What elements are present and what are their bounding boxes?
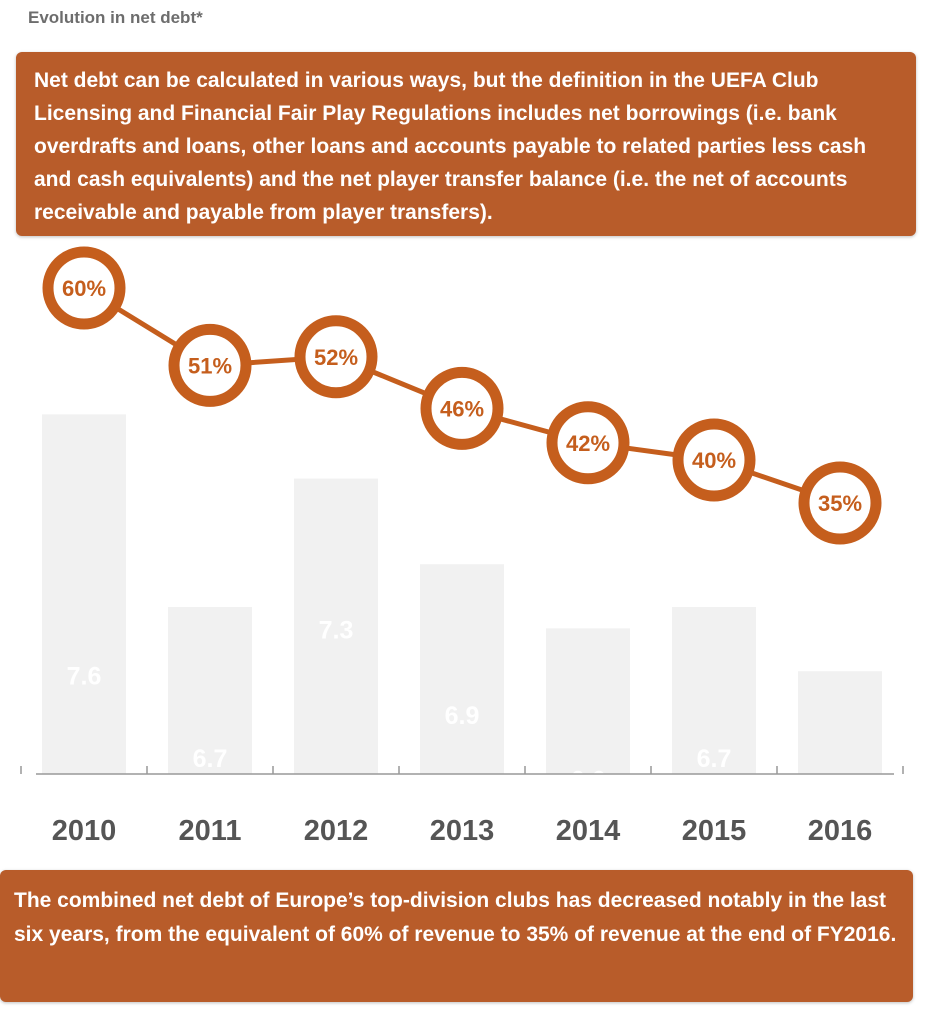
bar-value-label-2010: 7.6 bbox=[67, 662, 102, 690]
bar-value-label-2011: 6.7 bbox=[193, 745, 228, 773]
bar-2015 bbox=[672, 607, 756, 774]
bar-2016 bbox=[798, 671, 882, 774]
percentage-label-2016: 35% bbox=[818, 491, 862, 516]
bar-value-label-2014: 6.6 bbox=[571, 766, 606, 794]
percentage-label-2011: 51% bbox=[188, 353, 232, 378]
bar-value-label-2013: 6.9 bbox=[445, 702, 480, 730]
percentage-label-2010: 60% bbox=[62, 276, 106, 301]
bar-2010 bbox=[42, 414, 126, 774]
percentage-marker-2015 bbox=[672, 418, 756, 502]
bar-value-label-2015: 6.7 bbox=[697, 745, 732, 773]
year-label-2010: 2010 bbox=[52, 815, 117, 847]
year-label-2014: 2014 bbox=[556, 815, 621, 847]
percentage-label-2012: 52% bbox=[314, 345, 358, 370]
bar-2014 bbox=[546, 628, 630, 774]
net-debt-chart: 7.66.77.36.96.66.76.4 2010 2011 2012 2013 20… bbox=[20, 246, 904, 847]
percentage-label-2015: 40% bbox=[692, 448, 736, 473]
percentage-marker-2011 bbox=[168, 323, 252, 407]
bar-2012 bbox=[294, 478, 378, 774]
percentage-rings-layer: 60% 51% 52% 46% 42% 40% 35% bbox=[42, 246, 882, 545]
definition-callout: Net debt can be calculated in various wa… bbox=[16, 52, 916, 236]
percentage-marker-2013 bbox=[420, 366, 504, 450]
percentage-label-2014: 42% bbox=[566, 431, 610, 456]
bar-2013 bbox=[420, 564, 504, 774]
bar-2011 bbox=[168, 607, 252, 774]
percentage-marker-2010 bbox=[42, 246, 126, 330]
percentage-marker-2014 bbox=[546, 401, 630, 485]
chart-title: Evolution in net debt* bbox=[28, 8, 203, 27]
year-label-2016: 2016 bbox=[808, 815, 873, 847]
bar-value-label-2016: 6.4 bbox=[823, 809, 858, 837]
year-label-2015: 2015 bbox=[682, 815, 747, 847]
bars-layer: 7.6 6.7 7.3 6.9 6.6 6.7 6.4 bbox=[42, 414, 882, 837]
year-label-2013: 2013 bbox=[430, 815, 495, 847]
percentage-marker-2016 bbox=[798, 461, 882, 545]
year-label-2012: 2012 bbox=[304, 815, 369, 847]
percentage-marker-2012 bbox=[294, 315, 378, 399]
bar-value-label-2012: 7.3 bbox=[319, 617, 354, 645]
percentage-label-2013: 46% bbox=[440, 396, 484, 421]
summary-callout: The combined net debt of Europe’s top-di… bbox=[0, 870, 913, 1002]
year-label-2011: 2011 bbox=[179, 815, 242, 847]
axis-layer: 2010 2011 2012 2013 2014 2015 2016 bbox=[20, 766, 904, 847]
